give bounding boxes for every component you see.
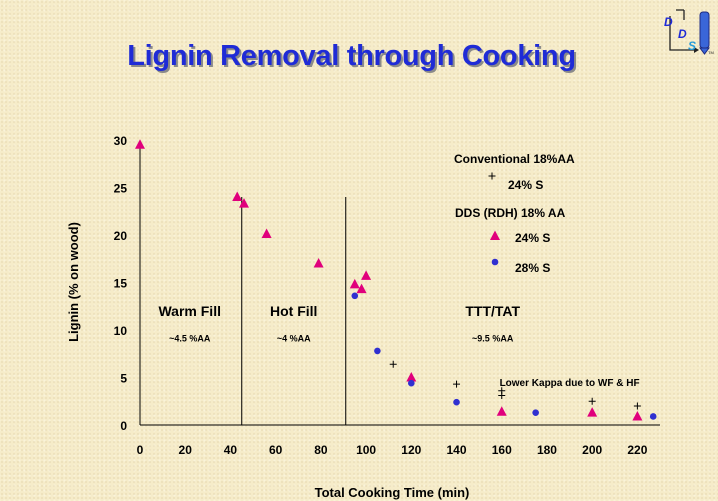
annotation-large: Hot Fill [270,303,317,319]
legend-group2-item2: 28% S [515,261,550,275]
annotation-small: ~4 %AA [277,333,311,343]
logo-arrow-icon [694,47,699,53]
legend: Conventional 18%AA 24% S DDS (RDH) 18% A… [454,152,575,275]
series-triangle [135,139,643,421]
legend-group2-item1: 24% S [515,231,550,245]
annotation-small: ~4.5 %AA [169,333,211,343]
logo-trademark: TM [708,50,714,55]
y-tick-label: 5 [120,372,127,386]
data-point-plus [633,402,641,410]
legend-marker-circle [491,258,499,266]
y-tick-label: 10 [114,324,128,338]
x-tick-label: 100 [356,443,376,457]
y-tick-label: 0 [120,419,127,433]
y-tick-label: 25 [114,182,128,196]
data-point-triangle [361,270,372,280]
logo-letter-d2: D [678,27,687,41]
data-point-circle [351,292,359,300]
phase-annotations: Warm Fill ~4.5 %AA Hot Fill ~4 %AA TTT/TAT ~9… [158,303,639,389]
x-tick-label: 140 [447,443,467,457]
data-point-triangle [632,410,643,421]
legend-marker-plus [488,172,496,180]
legend-triangle-icon [490,230,500,240]
logo-letter-d1: D [664,15,673,29]
data-point-plus [498,392,506,400]
data-point-plus [453,380,461,388]
logo-loop [669,9,696,51]
y-tick-labels: 0 5 10 15 20 25 30 [114,134,128,433]
logo-column-cone [699,47,710,55]
annotation-small: ~9.5 %AA [472,333,514,343]
legend-plus-icon [488,172,496,180]
series-circle [351,292,657,420]
annotation-note: Lower Kappa due to WF & HF [500,378,640,389]
data-point-circle [374,347,381,355]
y-axis-label: Lignin (% on wood) [66,222,81,342]
x-tick-labels: 0 20 40 60 80 100 120 140 160 180 200 220 [137,443,648,457]
data-point-triangle [135,139,145,149]
legend-group2-title: DDS (RDH) 18% AA [455,206,566,220]
data-point-circle [532,409,539,416]
x-tick-label: 40 [224,443,238,457]
data-point-plus [389,360,397,368]
y-tick-label: 20 [114,229,128,243]
data-point-triangle [313,258,324,268]
data-point-triangle [587,407,598,417]
legend-group1-title: Conventional 18%AA [454,152,575,166]
legend-circle-icon [491,258,499,266]
legend-marker-triangle [490,230,500,240]
x-tick-label: 200 [582,443,602,457]
y-tick-label: 15 [114,277,128,291]
phase-dividers [241,197,347,425]
data-point-triangle [261,228,272,239]
x-tick-label: 120 [401,443,421,457]
x-tick-label: 220 [627,443,647,457]
series-plus [389,360,641,410]
data-point-circle [453,398,460,406]
annotation-large: Warm Fill [158,303,221,319]
data-point-triangle [239,198,249,208]
data-point-triangle [496,406,507,416]
x-tick-label: 0 [137,443,144,457]
data-point-plus [588,397,596,405]
annotation-large: TTT/TAT [465,303,520,319]
x-axis-label: Total Cooking Time (min) [315,485,470,500]
data-point-triangle [232,191,243,201]
logo: D D S TM [664,9,714,55]
x-tick-label: 180 [537,443,557,457]
legend-group1-item: 24% S [508,178,543,192]
data-point-circle [649,413,657,420]
x-tick-label: 80 [314,443,328,457]
data-point-triangle [406,372,417,382]
data-series [135,139,657,421]
page-title: Lignin Removal through Cooking [127,40,576,72]
y-tick-label: 30 [114,134,128,148]
data-point-triangle [356,283,367,294]
logo-letter-s: S [688,39,696,53]
x-tick-label: 60 [269,443,283,457]
axes [139,140,660,426]
x-tick-label: 160 [492,443,512,457]
x-tick-label: 20 [179,443,193,457]
data-point-triangle [349,278,360,289]
data-point-circle [408,379,415,387]
